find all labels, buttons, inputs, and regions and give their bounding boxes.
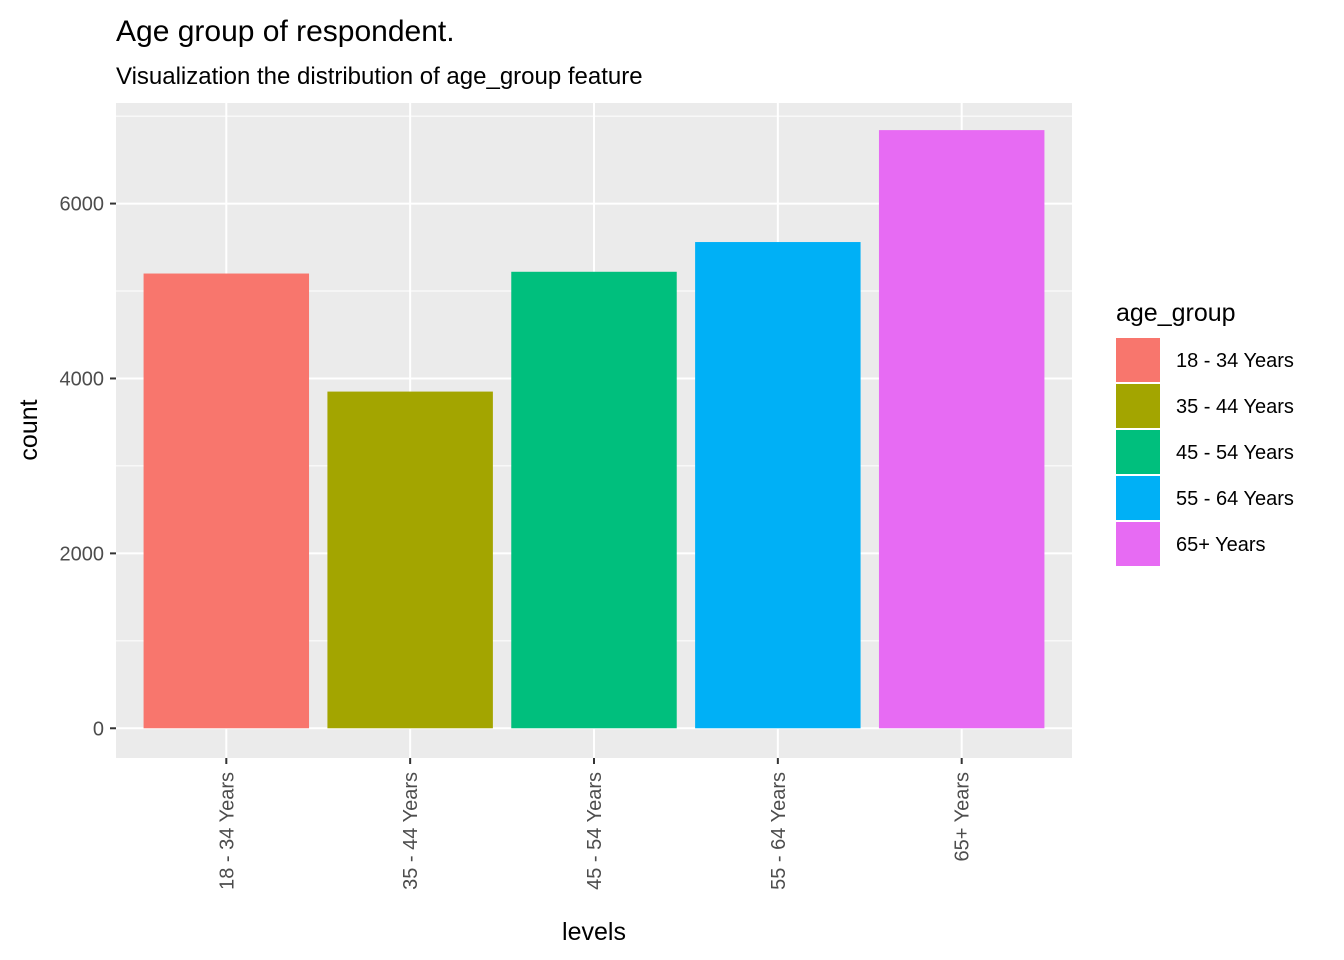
y-tick-label: 0 <box>93 718 104 740</box>
legend-key <box>1116 384 1160 428</box>
bar <box>143 273 310 729</box>
legend-label: 55 - 64 Years <box>1176 488 1294 510</box>
legend-title: age_group <box>1116 299 1236 327</box>
y-tick-label: 6000 <box>60 194 105 216</box>
y-tick-label: 2000 <box>60 543 105 565</box>
x-tick-label: 18 - 34 Years <box>216 772 238 890</box>
x-tick-label: 45 - 54 Years <box>584 772 606 890</box>
legend-label: 35 - 44 Years <box>1176 396 1294 418</box>
legend-label: 45 - 54 Years <box>1176 442 1294 464</box>
x-tick-label: 65+ Years <box>952 772 974 862</box>
x-tick-label: 35 - 44 Years <box>400 772 422 890</box>
bar <box>511 271 677 729</box>
chart-subtitle: Visualization the distribution of age_gr… <box>116 63 643 90</box>
legend-key <box>1116 338 1160 382</box>
y-axis-title: count <box>15 399 43 460</box>
legend-label: 65+ Years <box>1176 534 1266 556</box>
legend-key <box>1116 476 1160 520</box>
x-tick-label: 55 - 64 Years <box>768 772 790 890</box>
bars <box>143 130 1045 729</box>
chart-title: Age group of respondent. <box>116 15 455 48</box>
legend-items: 18 - 34 Years 35 - 44 Years 45 - 54 Years 5… <box>1116 338 1294 566</box>
bar <box>327 391 493 729</box>
y-tick-label: 4000 <box>60 368 105 390</box>
legend-label: 18 - 34 Years <box>1176 350 1294 372</box>
y-axis: 0 2000 4000 6000 <box>60 194 116 740</box>
x-axis-title: levels <box>562 918 626 946</box>
x-axis: 18 - 34 Years 35 - 44 Years 45 - 54 Years 5… <box>216 758 974 890</box>
legend-key <box>1116 430 1160 474</box>
bar <box>695 242 861 729</box>
legend-key <box>1116 522 1160 566</box>
bar <box>878 130 1045 729</box>
legend: age_group 18 - 34 Years 35 - 44 Years 45 -… <box>1116 299 1294 566</box>
